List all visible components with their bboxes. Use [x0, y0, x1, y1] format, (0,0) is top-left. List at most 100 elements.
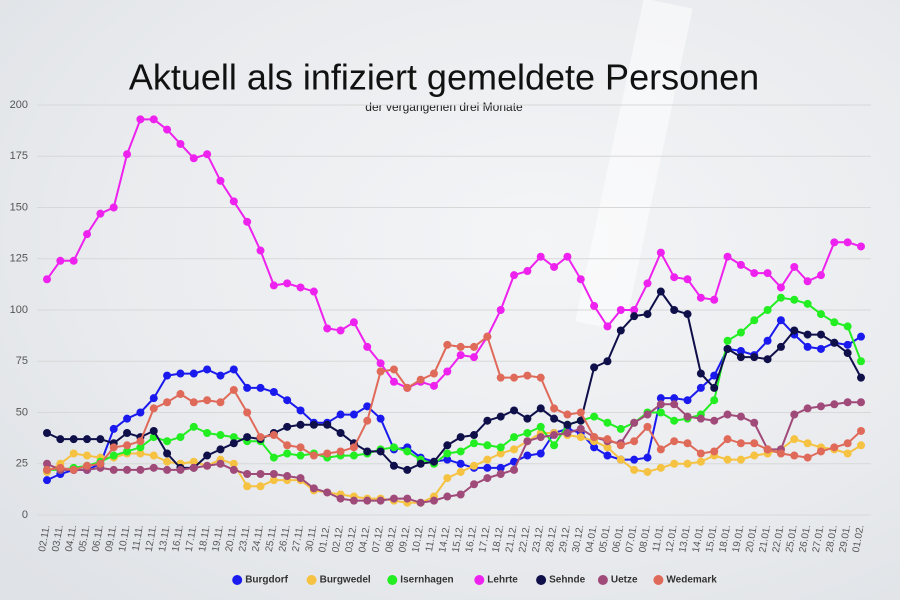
data-point: [456, 447, 465, 456]
data-point: [723, 252, 732, 261]
data-point: [790, 326, 799, 335]
data-point: [816, 344, 825, 353]
data-point: [43, 429, 51, 437]
data-point: [816, 447, 825, 456]
data-point: [296, 420, 305, 429]
data-point: [456, 351, 465, 360]
legend-swatch: [306, 575, 317, 585]
data-point: [243, 482, 252, 491]
data-point: [470, 353, 479, 362]
data-point: [149, 404, 158, 413]
data-point: [229, 385, 238, 394]
data-point: [590, 433, 599, 442]
data-point: [816, 310, 825, 319]
data-point: [843, 449, 852, 458]
x-tick-label: 23.11.: [237, 524, 253, 553]
data-point: [443, 340, 452, 349]
data-point: [790, 435, 799, 444]
data-point: [403, 383, 412, 392]
data-point: [830, 338, 839, 347]
data-point: [656, 248, 665, 257]
data-point: [189, 457, 198, 466]
data-point: [83, 230, 92, 239]
x-tick-label: 22.12.: [517, 524, 533, 553]
data-point: [203, 451, 212, 460]
data-point: [470, 342, 479, 351]
data-point: [830, 238, 839, 247]
data-point: [616, 326, 625, 335]
data-point: [256, 246, 265, 255]
data-point: [803, 299, 812, 308]
data-point: [683, 275, 692, 284]
data-point: [323, 449, 332, 458]
data-point: [550, 431, 559, 440]
data-point: [670, 459, 679, 468]
data-point: [403, 494, 412, 503]
data-point: [763, 306, 772, 314]
data-point: [189, 398, 198, 407]
data-point: [843, 238, 852, 247]
data-point: [443, 455, 452, 464]
data-point: [403, 447, 412, 456]
data-point: [96, 459, 105, 468]
data-point: [296, 406, 305, 415]
data-point: [229, 465, 238, 474]
data-point: [723, 455, 732, 464]
data-point: [456, 490, 465, 499]
data-point: [483, 455, 492, 464]
data-point: [483, 332, 492, 341]
data-point: [43, 459, 51, 468]
data-point: [96, 209, 105, 218]
data-point: [656, 287, 665, 296]
data-point: [857, 373, 865, 382]
data-point: [590, 301, 599, 310]
data-point: [283, 422, 292, 431]
data-point: [630, 312, 639, 321]
data-point: [149, 115, 158, 124]
x-tick-label: 30.12.: [571, 524, 587, 553]
data-point: [776, 342, 785, 351]
data-point: [603, 357, 612, 366]
data-point: [843, 322, 852, 331]
data-point: [857, 242, 865, 251]
data-point: [670, 306, 679, 314]
x-tick-label: 09.12.: [397, 524, 413, 553]
legend-swatch: [474, 575, 485, 585]
data-point: [563, 429, 572, 437]
data-point: [443, 474, 452, 483]
data-point: [176, 465, 185, 474]
data-point: [857, 398, 865, 407]
data-point: [349, 410, 358, 419]
x-tick-label: 13.01.: [677, 524, 693, 553]
x-tick-label: 02.12.: [330, 524, 346, 553]
x-tick-label: 01.12.: [317, 524, 333, 553]
chart-subtitle: der vergangenen drei Monate: [365, 100, 523, 114]
data-point: [256, 482, 265, 491]
data-point: [189, 369, 198, 378]
data-point: [763, 269, 772, 278]
data-point: [83, 461, 92, 470]
data-point: [816, 402, 825, 411]
data-point: [803, 453, 812, 462]
data-point: [163, 125, 172, 134]
data-point: [683, 459, 692, 468]
x-tick-label: 09.11.: [104, 524, 120, 553]
data-point: [496, 306, 505, 314]
data-point: [43, 476, 51, 485]
x-tick-label: 04.12.: [357, 524, 373, 553]
data-point: [109, 465, 118, 474]
data-point: [43, 465, 51, 474]
data-point: [123, 447, 132, 456]
data-point: [163, 371, 172, 380]
data-point: [550, 414, 559, 423]
data-point: [563, 420, 572, 429]
data-point: [603, 435, 612, 444]
data-point: [523, 414, 532, 423]
data-point: [389, 365, 398, 374]
data-point: [176, 369, 185, 378]
data-point: [56, 435, 65, 444]
data-point: [429, 369, 438, 378]
x-tick-label: 16.11.: [170, 524, 186, 553]
x-tick-label: 25.01.: [784, 524, 800, 553]
